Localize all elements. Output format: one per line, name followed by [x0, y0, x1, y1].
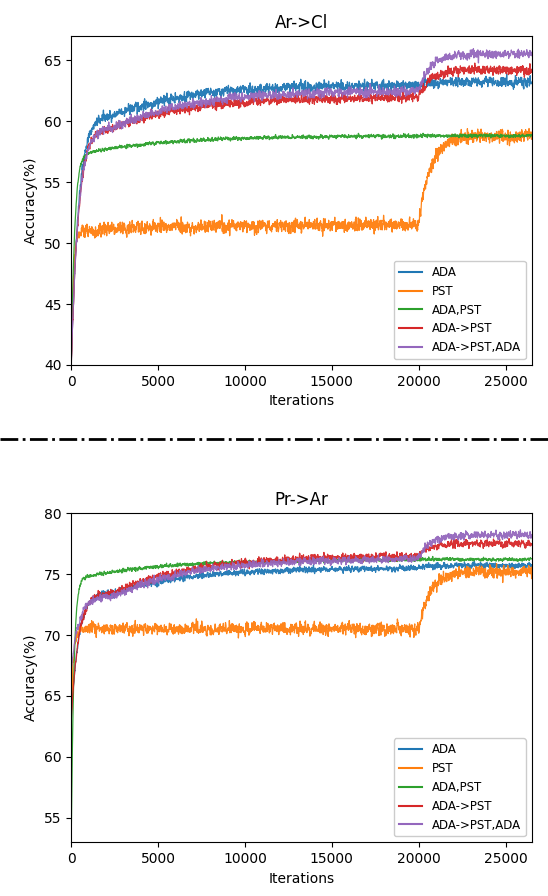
Y-axis label: Accuracy(%): Accuracy(%) — [24, 633, 38, 721]
X-axis label: Iterations: Iterations — [269, 394, 334, 409]
Legend: ADA, PST, ADA,PST, ADA->PST, ADA->PST,ADA: ADA, PST, ADA,PST, ADA->PST, ADA->PST,AD… — [394, 261, 526, 359]
Y-axis label: Accuracy(%): Accuracy(%) — [24, 157, 38, 245]
Title: Pr->Ar: Pr->Ar — [275, 491, 328, 509]
X-axis label: Iterations: Iterations — [269, 872, 334, 885]
Title: Ar->Cl: Ar->Cl — [275, 13, 328, 31]
Legend: ADA, PST, ADA,PST, ADA->PST, ADA->PST,ADA: ADA, PST, ADA,PST, ADA->PST, ADA->PST,AD… — [394, 738, 526, 836]
